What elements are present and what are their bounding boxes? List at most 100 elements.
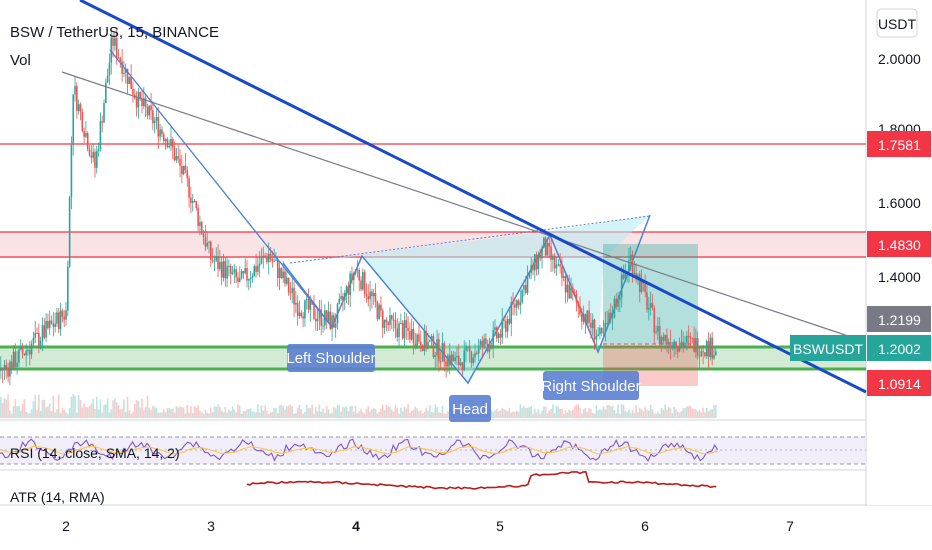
left-shoulder-label[interactable]: Left Shoulder xyxy=(286,344,376,372)
candle-body xyxy=(581,314,583,322)
candle-body xyxy=(593,319,596,340)
candle-body xyxy=(582,314,585,322)
volume-bar xyxy=(410,410,413,418)
volume-bar xyxy=(383,410,386,418)
candle-body xyxy=(9,361,11,377)
candle-body xyxy=(182,165,185,175)
volume-bar xyxy=(39,410,42,418)
candle-body xyxy=(380,304,382,311)
volume-bar xyxy=(447,411,449,418)
volume-bar xyxy=(590,409,592,418)
candle-body xyxy=(501,319,504,338)
candle-body xyxy=(425,330,427,349)
candle-body xyxy=(171,138,174,148)
candle-body xyxy=(179,158,181,166)
chart-title[interactable]: BSW / TetherUS, 15, BINANCE xyxy=(10,24,219,41)
volume-bar xyxy=(286,406,288,418)
candle-body xyxy=(260,256,263,264)
volume-bar xyxy=(29,413,31,418)
volume-bar xyxy=(182,407,185,418)
candle-body xyxy=(564,276,567,293)
candle-body xyxy=(92,151,94,158)
candle-body xyxy=(713,355,715,359)
volume-bar xyxy=(181,406,183,418)
volume-label[interactable]: Vol xyxy=(10,52,31,69)
volume-bar xyxy=(606,405,608,418)
candle-body xyxy=(18,349,20,363)
volume-bar xyxy=(213,406,216,418)
candle-body xyxy=(528,272,531,278)
volume-bar xyxy=(193,405,196,418)
candle-body xyxy=(566,284,569,293)
volume-bar xyxy=(557,406,560,418)
candle-body xyxy=(468,346,471,352)
candle-body xyxy=(392,319,395,321)
volume-bar xyxy=(0,397,2,418)
candle-body xyxy=(249,278,252,280)
candle-body xyxy=(295,302,297,305)
candle-body xyxy=(302,316,304,319)
candle-body xyxy=(543,237,545,248)
candle-body xyxy=(622,274,625,279)
candle-body xyxy=(146,106,149,116)
price-tag-resistance-1: 1.7581 xyxy=(867,131,931,157)
volume-bar xyxy=(146,395,149,418)
volume-bar xyxy=(114,398,116,418)
volume-bar xyxy=(157,412,160,418)
volume-bar xyxy=(27,413,29,418)
volume-bar xyxy=(166,408,169,418)
candle-body xyxy=(653,307,656,333)
head-label[interactable]: Head xyxy=(449,395,491,422)
candle-body xyxy=(597,334,599,337)
candle-body xyxy=(526,277,529,293)
candle-body xyxy=(164,139,167,142)
volume-bar xyxy=(664,404,666,418)
volume-bar xyxy=(633,413,636,418)
candle-body xyxy=(213,260,216,262)
candle-body xyxy=(552,255,554,260)
candle-body xyxy=(667,341,670,344)
candle-body xyxy=(381,310,384,328)
volume-bar xyxy=(543,406,545,418)
right-shoulder-label[interactable]: Right Shoulder xyxy=(541,371,641,400)
volume-bar xyxy=(662,409,665,418)
candle-body xyxy=(362,272,364,290)
candle-body xyxy=(343,293,346,301)
rsi-label[interactable]: RSI (14, close, SMA, 14, 2) xyxy=(10,445,180,461)
candle-body xyxy=(459,362,462,366)
volume-bar xyxy=(693,409,695,418)
candle-body xyxy=(3,365,6,371)
currency-button[interactable]: USDT xyxy=(876,8,918,38)
volume-bar xyxy=(584,407,587,418)
candle-body xyxy=(304,300,306,319)
price-tag-resistance-2-text: 1.4830 xyxy=(878,237,921,253)
candle-body xyxy=(709,337,712,357)
candle-body xyxy=(557,264,560,266)
candle-body xyxy=(595,336,598,340)
symbol-tag-bg xyxy=(790,335,866,361)
volume-bar xyxy=(249,408,252,418)
volume-bar xyxy=(523,405,525,418)
candle-body xyxy=(680,341,683,347)
candle-body xyxy=(714,351,717,356)
volume-bar xyxy=(638,407,641,418)
volume-bar xyxy=(204,409,207,418)
candle-body xyxy=(110,37,113,63)
candle-body xyxy=(372,293,375,297)
volume-bar xyxy=(237,404,239,418)
volume-bar xyxy=(653,413,656,418)
volume-bar xyxy=(137,400,140,418)
time-axis[interactable] xyxy=(0,506,932,550)
volume-bar xyxy=(18,405,20,418)
volume-bar xyxy=(691,408,694,418)
candle-body xyxy=(291,287,294,293)
candle-body xyxy=(669,341,672,349)
volume-bar xyxy=(81,407,84,418)
atr-label[interactable]: ATR (14, RMA) xyxy=(10,489,105,505)
volume-bar xyxy=(515,410,518,418)
volume-bar xyxy=(311,404,313,418)
candle-body xyxy=(237,277,239,282)
candle-body xyxy=(664,335,666,341)
candle-body xyxy=(188,178,190,198)
